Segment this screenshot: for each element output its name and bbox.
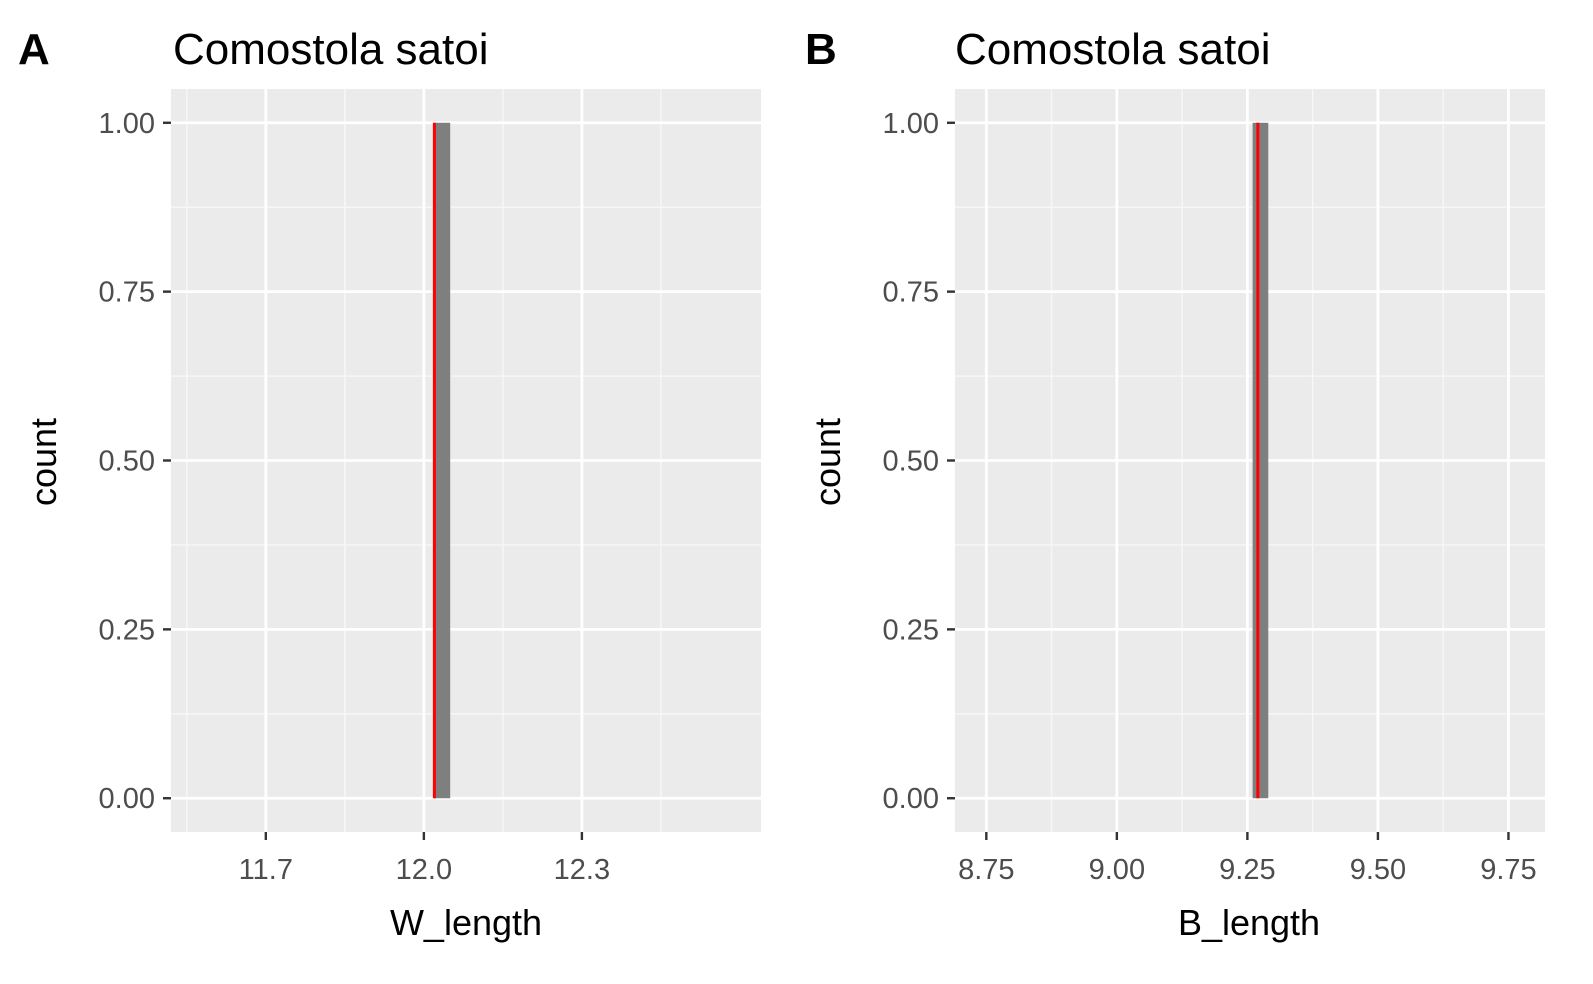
panel-b-letter: B xyxy=(805,25,837,74)
panel-a-title: Comostola satoi xyxy=(173,25,488,74)
panel-b-x-axis-title: B_length xyxy=(1178,902,1320,943)
panel-b-histogram-bar-0 xyxy=(1252,122,1269,799)
panel-a: A Comostola satoi 0.00 0.25 0.50 0.75 1.00 11… xyxy=(18,25,761,943)
panel-a-x-tick-label-1: 12.0 xyxy=(396,854,452,886)
panel-b-plot-area: 0.00 0.25 0.50 0.75 1.00 8.75 9.00 9.25 9.50 9.75 xyxy=(883,89,1545,886)
panel-a-x-tick-label-2: 12.3 xyxy=(554,854,610,886)
panel-a-histogram-bar-0 xyxy=(434,122,451,799)
panel-b-y-tick-label-3: 0.75 xyxy=(883,277,939,309)
panel-a-y-axis-title: count xyxy=(23,418,64,506)
panel-a-y-tick-label-2: 0.50 xyxy=(99,446,155,478)
panel-a-y-tick-label-0: 0.00 xyxy=(99,783,155,815)
panel-a-y-tick-label-3: 0.75 xyxy=(99,277,155,309)
panel-b-y-tick-label-4: 1.00 xyxy=(883,108,939,140)
panel-b-title: Comostola satoi xyxy=(955,25,1270,74)
panel-a-letter: A xyxy=(18,25,50,74)
panel-a-x-axis-title: W_length xyxy=(390,902,542,943)
panel-b-y-tick-label-2: 0.50 xyxy=(883,446,939,478)
panel-b-x-tick-label-0: 8.75 xyxy=(958,854,1014,886)
panel-b-x-tick-label-2: 9.25 xyxy=(1219,854,1275,886)
panel-b: B Comostola satoi 0.00 0.25 0.50 0.75 1.00 8.… xyxy=(805,25,1545,943)
panel-b-y-axis-title: count xyxy=(807,418,848,506)
panel-a-y-tick-label-4: 1.00 xyxy=(99,108,155,140)
panel-b-x-tick-label-3: 9.50 xyxy=(1350,854,1406,886)
panel-b-x-tick-label-1: 9.00 xyxy=(1089,854,1145,886)
panel-a-plot-area: 0.00 0.25 0.50 0.75 1.00 11.7 12.0 12.3 xyxy=(99,89,761,886)
panel-b-x-tick-label-4: 9.75 xyxy=(1480,854,1536,886)
panel-a-y-tick-label-1: 0.25 xyxy=(99,614,155,646)
panel-a-x-tick-label-0: 11.7 xyxy=(239,854,293,886)
panel-b-y-tick-label-0: 0.00 xyxy=(883,783,939,815)
panel-b-y-tick-label-1: 0.25 xyxy=(883,614,939,646)
